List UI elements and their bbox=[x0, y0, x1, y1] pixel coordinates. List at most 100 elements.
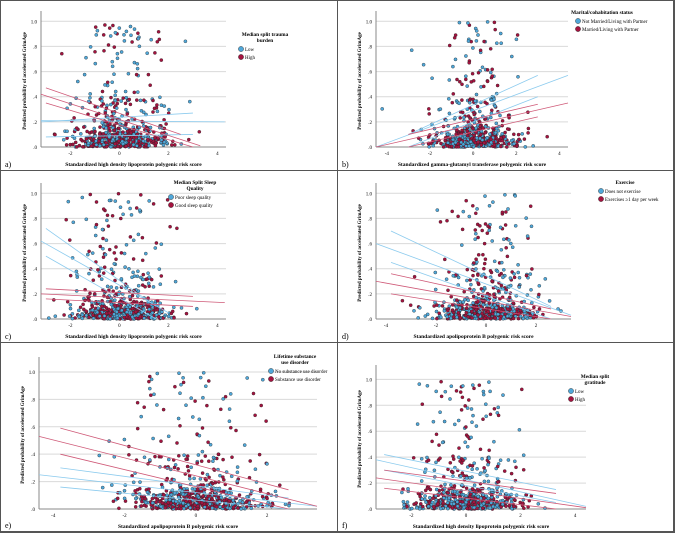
data-point bbox=[216, 452, 221, 456]
data-point bbox=[458, 79, 462, 84]
data-point bbox=[211, 459, 215, 463]
data-point bbox=[470, 420, 474, 424]
data-point bbox=[494, 126, 499, 131]
legend-entry: Low bbox=[245, 48, 255, 53]
data-point bbox=[138, 486, 142, 491]
data-point bbox=[149, 277, 154, 282]
data-point bbox=[410, 506, 414, 511]
data-point bbox=[472, 505, 476, 510]
data-point bbox=[448, 397, 452, 401]
data-point bbox=[482, 261, 487, 266]
data-point bbox=[119, 277, 124, 281]
data-point bbox=[111, 111, 116, 116]
data-point bbox=[88, 92, 92, 96]
data-point bbox=[458, 390, 463, 394]
fit-line bbox=[375, 74, 569, 148]
data-point bbox=[515, 144, 519, 149]
data-point bbox=[105, 80, 110, 85]
data-point bbox=[503, 193, 507, 197]
data-point bbox=[449, 384, 454, 388]
data-point bbox=[464, 144, 468, 148]
data-point bbox=[493, 104, 497, 109]
data-point bbox=[476, 140, 480, 144]
data-point bbox=[461, 384, 465, 388]
data-point bbox=[155, 307, 160, 312]
y-tick-label: 1.0 bbox=[31, 20, 38, 25]
data-point bbox=[512, 272, 516, 276]
data-point bbox=[482, 266, 486, 271]
data-point bbox=[504, 246, 508, 250]
data-point bbox=[206, 494, 210, 499]
data-point bbox=[470, 464, 475, 468]
data-point bbox=[155, 371, 160, 376]
data-point bbox=[427, 112, 431, 116]
legend-marker bbox=[268, 376, 274, 382]
x-tick-label: 0 bbox=[118, 324, 121, 329]
data-point bbox=[72, 136, 77, 140]
data-point bbox=[430, 316, 435, 321]
data-point bbox=[506, 458, 511, 462]
data-point bbox=[167, 497, 172, 502]
y-tick-label: .2 bbox=[368, 121, 372, 126]
data-point bbox=[448, 504, 452, 509]
data-point bbox=[506, 207, 510, 211]
data-point bbox=[265, 462, 269, 466]
data-point bbox=[442, 309, 447, 313]
data-point bbox=[199, 459, 204, 463]
data-point bbox=[478, 132, 483, 137]
data-point bbox=[460, 395, 465, 400]
data-point bbox=[445, 132, 450, 137]
data-point bbox=[122, 496, 127, 501]
data-point bbox=[121, 96, 125, 100]
data-point bbox=[449, 295, 453, 299]
data-point bbox=[484, 414, 488, 419]
data-point bbox=[521, 316, 525, 321]
data-point bbox=[166, 434, 171, 439]
data-point bbox=[87, 271, 91, 276]
data-point bbox=[412, 274, 417, 279]
data-point bbox=[117, 139, 121, 143]
data-point bbox=[149, 377, 154, 382]
data-point bbox=[486, 496, 491, 501]
data-point bbox=[466, 21, 470, 25]
y-tick-label: .8 bbox=[33, 217, 37, 222]
data-point bbox=[500, 260, 504, 265]
legend-title: Exercise bbox=[615, 180, 635, 186]
data-point bbox=[100, 89, 105, 94]
data-point bbox=[521, 453, 526, 457]
data-point bbox=[507, 295, 512, 300]
data-point bbox=[129, 33, 133, 38]
panel-label: a) bbox=[5, 160, 12, 169]
data-point bbox=[143, 284, 147, 289]
data-point bbox=[168, 224, 172, 229]
data-point bbox=[198, 477, 203, 481]
data-point bbox=[499, 505, 503, 509]
data-point bbox=[537, 307, 542, 311]
data-point bbox=[528, 272, 533, 276]
data-point bbox=[155, 403, 159, 407]
data-point bbox=[470, 309, 474, 314]
data-point bbox=[172, 316, 176, 320]
data-point bbox=[258, 487, 263, 492]
data-point bbox=[453, 422, 457, 427]
data-point bbox=[105, 213, 110, 218]
data-point bbox=[520, 132, 524, 136]
data-point bbox=[455, 298, 459, 302]
data-point bbox=[108, 122, 112, 126]
fit-line bbox=[60, 467, 289, 499]
data-point bbox=[112, 251, 117, 255]
data-point bbox=[509, 497, 514, 502]
data-point bbox=[139, 414, 143, 419]
data-point bbox=[231, 498, 235, 503]
data-point bbox=[455, 504, 460, 508]
data-point bbox=[460, 243, 464, 247]
data-point bbox=[493, 130, 498, 135]
data-point bbox=[467, 398, 471, 402]
data-point bbox=[164, 122, 168, 126]
data-point bbox=[79, 132, 83, 136]
data-point bbox=[432, 468, 437, 473]
data-point bbox=[461, 142, 466, 147]
data-point bbox=[79, 137, 83, 142]
